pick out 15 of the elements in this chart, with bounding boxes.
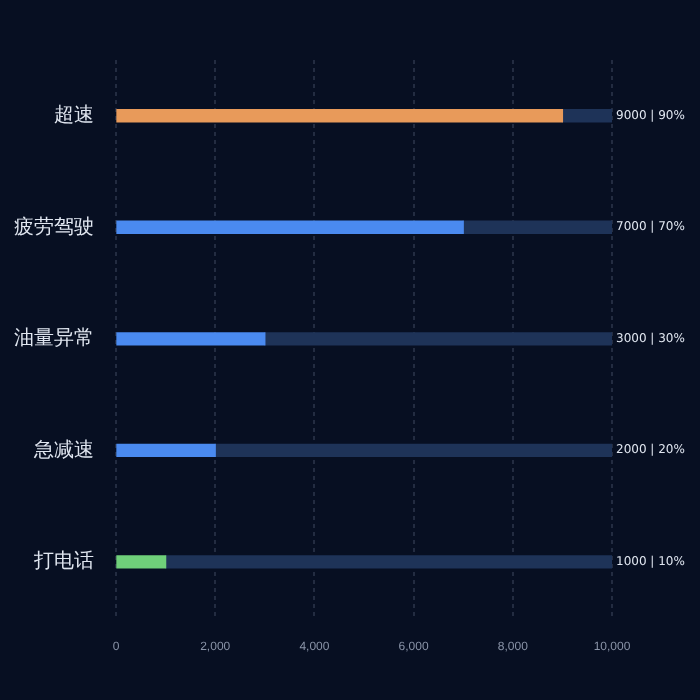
y-tick-label: 疲劳驾驶 (14, 214, 94, 239)
y-tick-label: 急减速 (32, 437, 94, 462)
bar (116, 220, 464, 234)
y-tick-label: 超速 (54, 103, 94, 128)
bar (116, 555, 167, 569)
bar (214, 443, 612, 457)
bar (462, 220, 612, 234)
bar (264, 332, 612, 346)
bar (561, 109, 612, 123)
bar (116, 443, 216, 457)
bar (116, 332, 266, 346)
y-tick-label: 打电话 (32, 549, 94, 574)
bar (164, 555, 612, 569)
y-tick-label: 油量异常 (14, 326, 94, 351)
bar (116, 109, 564, 123)
